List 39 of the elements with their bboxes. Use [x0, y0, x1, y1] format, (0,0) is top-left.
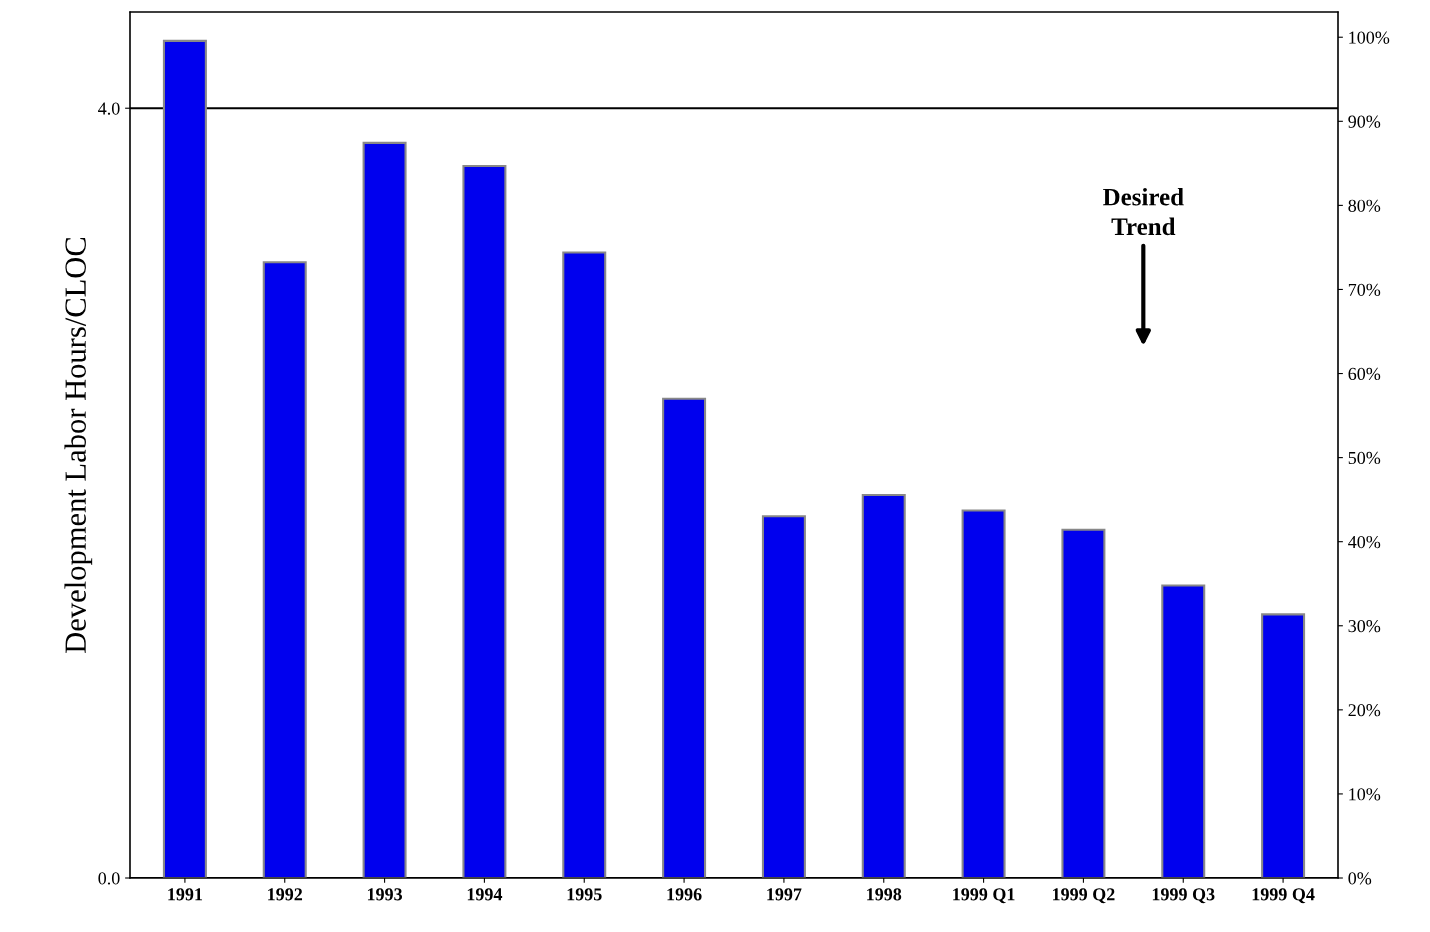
y2-tick-label: 40%	[1348, 535, 1381, 549]
y2-tick-label: 0%	[1348, 872, 1372, 885]
bar	[162, 39, 207, 878]
bar	[761, 515, 806, 878]
y2-tick-label: 80%	[1348, 199, 1381, 212]
y2-tick-label: 50%	[1348, 451, 1381, 465]
x-tick-label: 1999 Q4	[1252, 888, 1315, 904]
bar	[1061, 528, 1106, 878]
x-tick-label: 1993	[367, 888, 403, 901]
y2-tick-label: 90%	[1348, 115, 1381, 128]
x-tick-label: 1999 Q2	[1053, 888, 1115, 904]
y-tick-label: 0.0	[98, 872, 120, 885]
x-tick-label: 1992	[268, 888, 303, 901]
y2-tick-label: 60%	[1348, 367, 1381, 381]
bar	[562, 251, 607, 878]
y-axis-title: Development Labor Hours/CLOC	[64, 237, 93, 653]
bar	[362, 141, 407, 878]
bar	[262, 261, 307, 878]
x-tick-label: 1996	[667, 888, 702, 901]
bar	[462, 164, 507, 878]
y2-tick-label: 20%	[1348, 704, 1381, 717]
annotation: Desired Trend	[1103, 187, 1184, 236]
y-tick-label: 4.0	[98, 102, 120, 115]
bar	[1261, 613, 1306, 878]
bar	[662, 397, 707, 878]
x-tick-label: 1999 Q3	[1152, 888, 1215, 904]
y2-tick-label: 30%	[1348, 620, 1381, 633]
bar	[1161, 584, 1206, 878]
x-tick-label: 1994	[467, 888, 503, 901]
y2-tick-label: 10%	[1349, 788, 1381, 801]
x-tick-label: 1997	[767, 888, 802, 901]
bar	[861, 494, 906, 878]
y2-tick-label: 100%	[1349, 31, 1390, 44]
x-tick-label: 1998	[867, 888, 902, 901]
y2-tick-label: 70%	[1348, 283, 1381, 296]
bar	[961, 509, 1006, 878]
x-tick-label: 1995	[567, 888, 602, 901]
x-tick-label: 1999 Q1	[953, 888, 1015, 904]
x-tick-label: 1991	[168, 888, 203, 901]
